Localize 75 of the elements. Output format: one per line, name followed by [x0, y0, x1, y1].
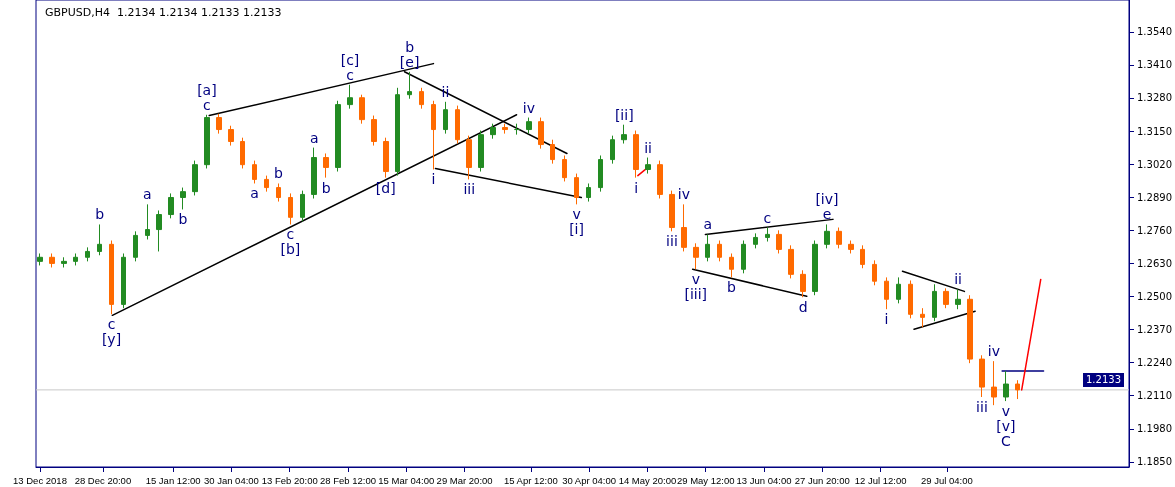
annotation: [a]	[197, 81, 217, 98]
y-tick-label: 1.2630	[1137, 257, 1173, 269]
annotation: a	[703, 216, 712, 233]
x-tick-label: 15 Mar 04:00	[378, 474, 435, 486]
x-tick-label: 13 Dec 2018	[13, 474, 67, 486]
x-tick-label: 13 Feb 20:00	[261, 474, 318, 486]
x-tick-label: 29 Mar 20:00	[436, 474, 493, 486]
annotation: a	[142, 186, 152, 203]
x-tick-label: 27 Jun 20:00	[794, 474, 850, 486]
annotation: b	[178, 211, 188, 228]
annotation: i	[431, 171, 436, 188]
x-tick-label: 30 Apr 04:00	[562, 474, 617, 486]
annotation: [ii]	[614, 106, 634, 123]
y-tick-label: 1.1980	[1137, 423, 1173, 435]
x-tick-label: 29 Jul 04:00	[920, 474, 973, 486]
y-tick-label: 1.2890	[1137, 191, 1173, 203]
annotation: C	[1000, 433, 1011, 450]
annotation: [e]	[399, 53, 420, 70]
x-tick-label: 14 May 20:00	[618, 474, 677, 486]
annotation: b	[274, 165, 283, 182]
annotation: [i]	[569, 221, 584, 238]
annotation: iii	[666, 233, 678, 250]
annotation: b	[321, 179, 331, 196]
y-tick-label: 1.2500	[1137, 290, 1173, 302]
x-tick-label: 29 May 12:00	[676, 474, 735, 486]
y-tick-label: 1.2760	[1137, 224, 1173, 236]
annotation: d	[798, 299, 808, 316]
y-tick-label: 1.2240	[1137, 357, 1173, 369]
x-tick-label: 13 Jun 04:00	[736, 474, 792, 486]
annotation: iii	[463, 181, 476, 198]
y-tick-label: 1.2110	[1137, 390, 1173, 402]
annotation: iv	[677, 186, 690, 203]
annotation: b	[405, 38, 415, 55]
annotation: ii	[644, 139, 652, 156]
ref-line-label: 1.2133	[1086, 374, 1122, 386]
annotation: e	[822, 206, 832, 223]
annotation: [b]	[280, 241, 301, 258]
annotation: [iv]	[815, 191, 839, 208]
annotation: ii	[954, 271, 962, 288]
annotation: c	[107, 316, 116, 333]
y-tick-label: 1.1850	[1137, 456, 1173, 468]
y-tick-label: 1.2370	[1137, 324, 1173, 336]
annotation: c	[286, 226, 295, 243]
y-tick-label: 1.3150	[1137, 125, 1173, 137]
annotation: b	[727, 279, 737, 296]
text: GBPUSD,H4 1.2134 1.2134 1.2133 1.2133	[45, 6, 282, 19]
x-tick-label: 12 Jul 12:00	[854, 474, 907, 486]
y-tick-label: 1.3540	[1137, 26, 1173, 38]
x-tick-label: 28 Dec 20:00	[74, 474, 132, 486]
annotation: c	[346, 66, 354, 83]
x-tick-label: 30 Jan 04:00	[203, 474, 259, 486]
x-tick-label: 15 Jan 12:00	[145, 474, 201, 486]
annotation: iv	[987, 343, 1000, 360]
y-tick-label: 1.3410	[1137, 59, 1173, 71]
annotation: i	[884, 311, 889, 328]
annotation: c	[203, 96, 211, 113]
annotation: iv	[522, 99, 535, 116]
annotation: [c]	[340, 51, 360, 68]
x-tick-label: 28 Feb 12:00	[320, 474, 376, 486]
y-tick-label: 1.3020	[1137, 158, 1173, 170]
annotation: v	[572, 206, 581, 223]
annotation: iii	[976, 399, 988, 416]
annotation: c	[763, 209, 772, 226]
annotation: [y]	[101, 331, 122, 348]
y-tick-label: 1.3280	[1137, 92, 1173, 104]
annotation: [d]	[375, 179, 396, 196]
annotation: a	[309, 129, 319, 146]
x-tick-label: 15 Apr 12:00	[503, 474, 558, 486]
annotation: v	[691, 271, 700, 288]
annotation: a	[250, 185, 259, 202]
annotation: v	[1001, 403, 1010, 420]
annotation: i	[634, 179, 639, 196]
annotation: [iii]	[684, 286, 708, 303]
annotation: [v]	[996, 418, 1016, 435]
annotation: b	[95, 206, 105, 223]
